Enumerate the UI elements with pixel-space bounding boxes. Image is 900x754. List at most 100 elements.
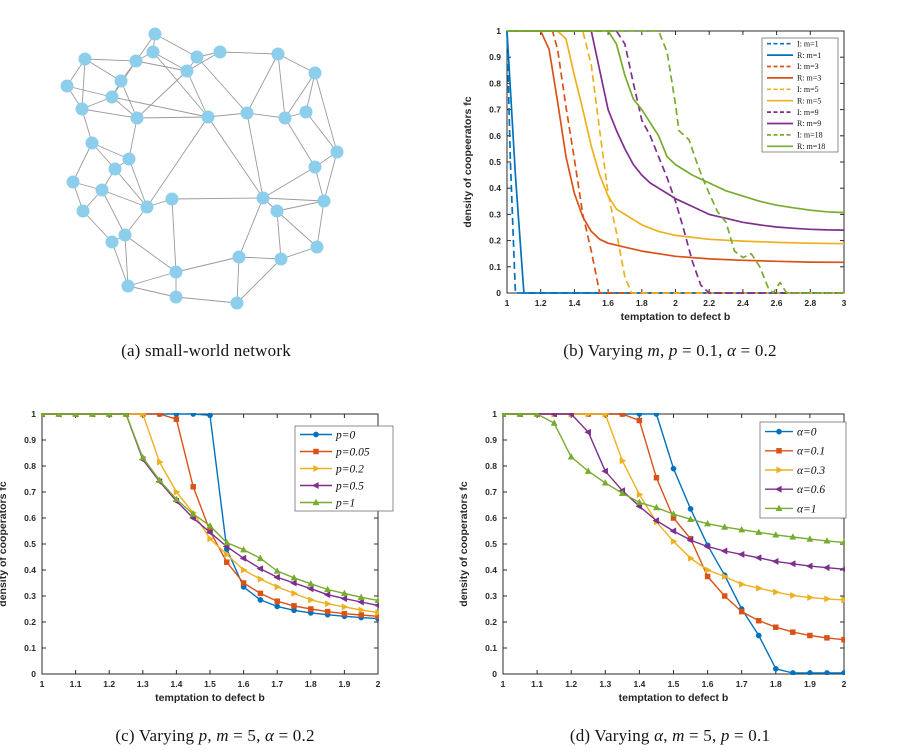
network-edge	[101, 189, 148, 208]
network-edge	[101, 189, 126, 236]
network-node	[330, 145, 344, 159]
network-node	[122, 152, 136, 166]
data-point-marker	[807, 632, 813, 639]
x-tick-label: 1.7	[736, 679, 748, 689]
data-point-marker	[190, 413, 197, 417]
data-point-marker	[807, 670, 813, 675]
data-point-marker	[636, 413, 643, 417]
data-point-marker	[790, 591, 797, 599]
data-point-marker	[358, 612, 364, 618]
data-point-marker	[306, 585, 314, 593]
network-edge	[314, 72, 338, 153]
x-tick-label: 2	[376, 679, 381, 689]
y-tick-label: 0.2	[24, 617, 36, 627]
y-tick-label: 0.9	[24, 435, 36, 445]
network-edge	[277, 53, 286, 119]
x-tick-label: 1.4	[170, 679, 182, 689]
y-tick-label: 0.9	[485, 435, 497, 445]
network-edge	[175, 256, 240, 273]
network-node	[130, 111, 144, 125]
data-point-marker	[257, 590, 264, 597]
series-R: m=9	[507, 30, 845, 231]
network-edge	[276, 200, 325, 212]
data-point-marker	[653, 413, 660, 417]
data-point-marker	[341, 603, 349, 611]
data-point-marker	[756, 584, 763, 592]
y-tick-label: 0.5	[24, 539, 36, 549]
data-point-marker	[601, 479, 609, 486]
x-tick-label: 3	[842, 298, 847, 308]
x-tick-label: 1.6	[602, 298, 614, 308]
data-point-marker	[602, 413, 610, 418]
x-tick-label: 1.5	[668, 679, 680, 689]
data-point-marker	[291, 603, 297, 609]
data-point-marker	[173, 413, 180, 417]
data-point-marker	[687, 554, 695, 562]
network-edge	[284, 117, 316, 168]
data-point-marker	[756, 617, 762, 624]
x-tick-label: 1	[501, 679, 506, 689]
legend-label: α=0.1	[797, 446, 825, 458]
network-edge	[236, 258, 282, 304]
network-edge	[146, 116, 209, 208]
data-point-marker	[357, 598, 364, 606]
data-point-marker	[289, 579, 297, 587]
data-point-marker	[788, 560, 796, 568]
data-point-marker	[240, 566, 248, 574]
y-tick-label: 0.9	[489, 52, 501, 62]
data-point-marker	[775, 504, 783, 512]
caption-segment: ,	[660, 341, 669, 360]
legend-label: R: m=3	[797, 74, 821, 83]
network-node	[121, 279, 135, 293]
network-edge	[219, 51, 279, 55]
x-tick-label: 1.4	[568, 298, 580, 308]
network-node	[75, 102, 89, 116]
caption-segment: = 5,	[684, 726, 721, 745]
network-edge	[323, 151, 338, 202]
y-tick-label: 0.3	[485, 591, 497, 601]
y-tick-label: 0.5	[489, 157, 501, 167]
network-edge	[276, 210, 282, 260]
caption-a: (a) small-world network	[0, 341, 412, 361]
data-point-marker	[720, 547, 728, 555]
legend-label: I: m=1	[797, 39, 819, 48]
network-edge	[246, 112, 264, 199]
data-point-marker	[324, 608, 331, 615]
data-point-marker	[773, 588, 780, 596]
y-tick-label: 1	[492, 409, 497, 419]
data-point-marker	[585, 413, 593, 418]
data-point-marker	[257, 575, 265, 583]
data-point-marker	[189, 510, 197, 517]
data-point-marker	[721, 593, 728, 599]
x-tick-label: 1.2	[535, 298, 547, 308]
y-tick-label: 0.7	[485, 487, 497, 497]
data-point-marker	[721, 523, 729, 530]
network-node	[169, 265, 183, 279]
network-node	[232, 250, 246, 264]
legend-label: I: m=3	[797, 62, 819, 71]
x-tick-label: 1.3	[137, 679, 149, 689]
network-node	[66, 175, 80, 189]
data-point-marker	[533, 413, 541, 417]
network-edge	[114, 168, 148, 208]
x-tick-label: 1.3	[599, 679, 611, 689]
data-point-marker	[790, 670, 796, 675]
data-point-marker	[291, 589, 299, 597]
data-point-marker	[774, 485, 782, 493]
data-point-marker	[324, 585, 332, 593]
network-node	[230, 296, 244, 310]
network-edge	[120, 80, 138, 119]
series-R: m=18	[507, 30, 845, 214]
data-point-marker	[256, 554, 264, 561]
data-point-marker	[670, 465, 677, 472]
data-point-marker	[567, 453, 575, 460]
y-tick-label: 0.6	[24, 513, 36, 523]
x-tick-label: 1.8	[636, 298, 648, 308]
network-edge	[136, 116, 209, 119]
network-edge	[196, 56, 248, 114]
data-point-marker	[313, 431, 319, 438]
y-tick-label: 1	[496, 26, 501, 36]
network-node	[308, 66, 322, 80]
caption-segment: ,	[663, 726, 673, 745]
data-point-marker	[256, 565, 264, 573]
